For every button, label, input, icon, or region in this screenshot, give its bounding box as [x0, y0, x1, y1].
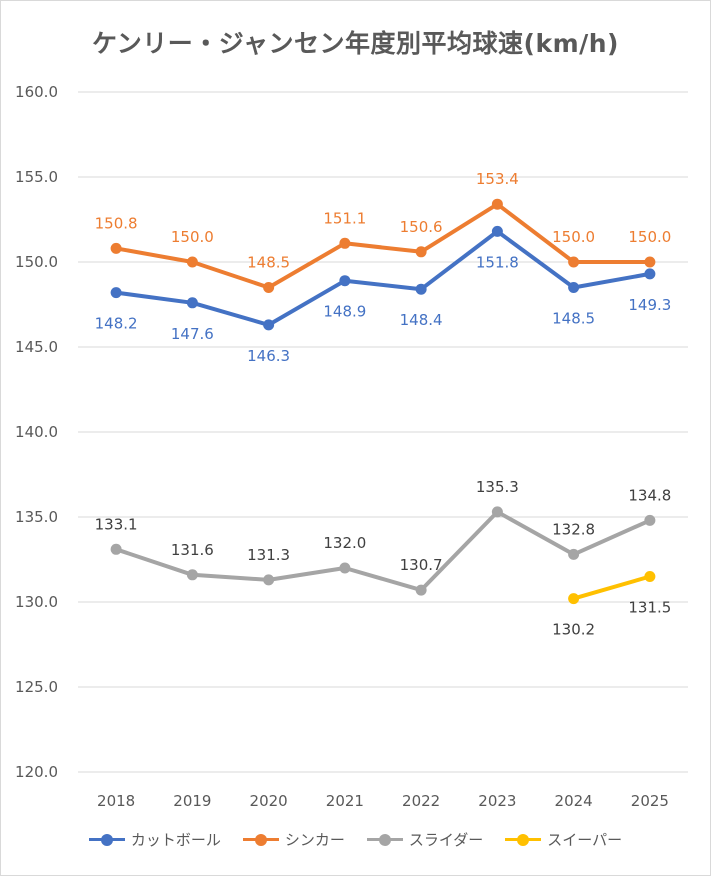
series-line-3: [114, 509, 652, 593]
data-label: 130.7: [400, 556, 443, 574]
legend-item: スライダー: [366, 829, 484, 850]
y-tick-label: 125.0: [15, 678, 58, 696]
data-point: [339, 562, 351, 574]
data-point: [568, 548, 580, 560]
data-label: 151.8: [476, 253, 519, 271]
y-tick-label: 140.0: [15, 423, 58, 441]
data-label: 130.2: [552, 621, 595, 639]
y-tick-label: 145.0: [15, 338, 58, 356]
data-label: 132.0: [323, 534, 366, 552]
data-label: 153.4: [476, 170, 519, 188]
chart-title: ケンリー・ジャンセン年度別平均球速(km/h): [92, 29, 619, 58]
data-point: [491, 198, 503, 210]
data-point: [110, 287, 122, 299]
legend-label: カットボール: [130, 831, 221, 849]
legend: カットボール シンカー スライダー スイーパー: [0, 829, 711, 850]
legend-label: スライダー: [408, 831, 484, 849]
y-tick-label: 155.0: [15, 168, 58, 186]
data-point: [568, 593, 580, 605]
data-point: [263, 319, 275, 331]
data-label: 148.5: [552, 310, 595, 328]
data-label: 150.0: [552, 228, 595, 246]
data-label: 150.6: [400, 218, 443, 236]
legend-marker: [100, 833, 113, 846]
y-tick-label: 135.0: [15, 508, 58, 526]
data-point: [491, 506, 503, 518]
series-layer: [110, 198, 656, 605]
data-point: [263, 574, 275, 586]
legend-label: シンカー: [284, 831, 345, 849]
legend-item: スイーパー: [505, 829, 622, 850]
x-tick-label: 2018: [97, 792, 135, 810]
data-point: [644, 571, 656, 582]
legend-marker: [378, 833, 391, 846]
data-point: [339, 237, 351, 249]
x-tick-label: 2024: [555, 792, 593, 810]
data-point: [415, 584, 427, 596]
x-tick-label: 2025: [631, 792, 669, 810]
data-point: [644, 268, 656, 280]
legend-item: カットボール: [88, 829, 221, 850]
data-point: [110, 543, 122, 555]
legend-marker: [254, 833, 267, 846]
y-tick-label: 160.0: [15, 83, 58, 101]
data-point: [186, 569, 198, 581]
legend-item: シンカー: [242, 829, 345, 850]
data-point: [491, 225, 503, 237]
data-point: [644, 256, 656, 268]
data-label: 148.2: [95, 315, 138, 333]
data-label: 131.3: [247, 546, 290, 564]
legend-label: スイーパー: [547, 831, 623, 849]
data-point: [186, 256, 198, 268]
y-tick-label: 120.0: [15, 763, 58, 781]
data-labels: 148.2 147.6 146.3 148.9 148.4 151.8 148.5 149.3…: [95, 170, 672, 638]
x-tick-label: 2022: [402, 792, 440, 810]
data-label: 146.3: [247, 347, 290, 365]
data-point: [568, 282, 580, 293]
data-point: [263, 282, 275, 293]
data-label: 150.8: [95, 214, 138, 232]
legend-swatch: [88, 833, 125, 846]
legend-marker: [517, 833, 530, 846]
legend-swatch: [505, 833, 542, 846]
data-label: 134.8: [628, 486, 671, 504]
gridlines: [78, 91, 688, 773]
y-tick-label: 130.0: [15, 593, 58, 611]
data-label: 147.6: [171, 325, 214, 343]
legend-swatch: [242, 833, 279, 846]
x-tick-label: 2020: [250, 792, 288, 810]
x-tick-label: 2021: [326, 792, 364, 810]
data-point: [415, 246, 427, 258]
data-point: [186, 297, 198, 309]
data-label: 150.0: [628, 228, 671, 246]
data-label: 132.8: [552, 520, 595, 538]
data-label: 131.6: [171, 541, 214, 559]
series-line-2: [114, 202, 652, 290]
data-label: 148.9: [323, 303, 366, 321]
data-label: 148.5: [247, 254, 290, 272]
x-axis: 2018 2019 2020 2021 2022 2023 2024 2025: [97, 792, 669, 810]
data-point: [415, 283, 427, 295]
legend-swatch: [366, 833, 403, 846]
data-label: 135.3: [476, 478, 519, 496]
data-point: [568, 256, 580, 268]
y-axis: 120.0 125.0 130.0 135.0 140.0 145.0 150.0 155.0…: [15, 83, 58, 781]
x-tick-label: 2019: [173, 792, 211, 810]
data-label: 150.0: [171, 228, 214, 246]
data-label: 133.1: [95, 515, 138, 533]
x-tick-label: 2023: [478, 792, 516, 810]
data-label: 151.1: [323, 209, 366, 227]
data-point: [110, 242, 122, 254]
data-point: [339, 275, 351, 287]
series-line-4: [571, 574, 652, 601]
data-point: [644, 514, 656, 526]
data-label: 149.3: [628, 296, 671, 314]
data-label: 131.5: [628, 599, 671, 617]
data-label: 148.4: [400, 311, 443, 329]
y-tick-label: 150.0: [15, 253, 58, 271]
series-line-1: [114, 229, 652, 327]
